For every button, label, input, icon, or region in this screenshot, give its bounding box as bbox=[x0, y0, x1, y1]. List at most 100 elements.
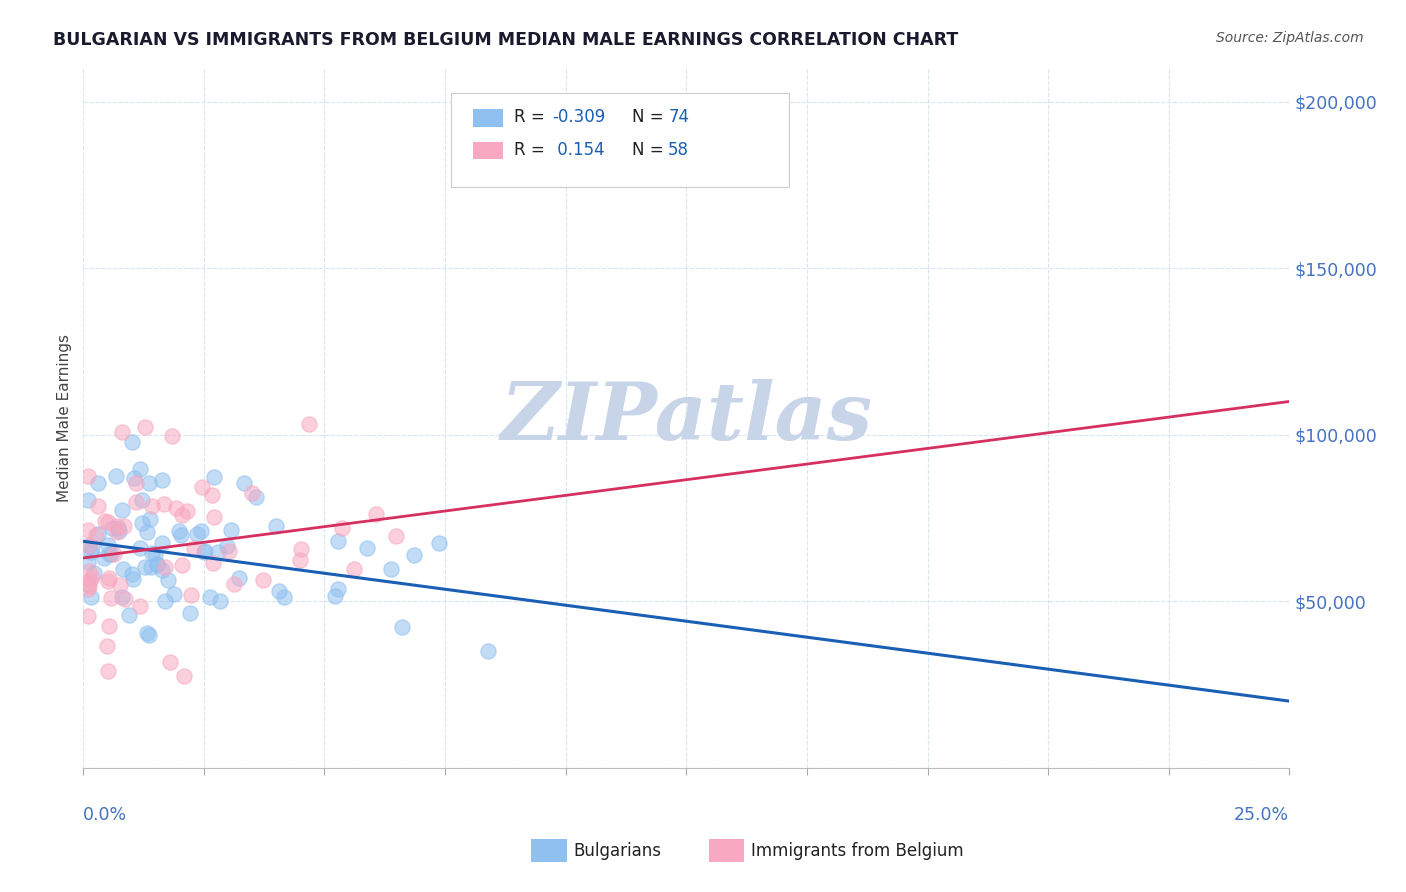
Point bbox=[97, 665, 120, 679]
Point bbox=[77, 582, 100, 596]
Point bbox=[228, 571, 250, 585]
Point bbox=[159, 655, 181, 669]
Text: BULGARIAN VS IMMIGRANTS FROM BELGIUM MEDIAN MALE EARNINGS CORRELATION CHART: BULGARIAN VS IMMIGRANTS FROM BELGIUM MED… bbox=[53, 31, 959, 49]
Point bbox=[112, 561, 135, 575]
Point bbox=[97, 618, 120, 632]
Point bbox=[190, 524, 212, 539]
Point bbox=[138, 628, 160, 642]
Point bbox=[97, 515, 120, 529]
Point bbox=[202, 510, 225, 524]
Point bbox=[155, 594, 177, 608]
Point bbox=[77, 555, 100, 569]
Point bbox=[172, 508, 194, 522]
Point bbox=[93, 514, 115, 528]
Point bbox=[224, 577, 246, 591]
Point bbox=[219, 523, 242, 537]
Point bbox=[87, 475, 110, 490]
Text: -0.309: -0.309 bbox=[553, 109, 606, 127]
Point bbox=[139, 560, 162, 574]
Point bbox=[121, 435, 143, 450]
Point bbox=[356, 541, 378, 556]
Point bbox=[290, 541, 312, 556]
Point bbox=[77, 564, 100, 578]
Point bbox=[323, 589, 346, 603]
Point bbox=[77, 493, 100, 508]
Point bbox=[201, 488, 224, 502]
Point bbox=[193, 545, 215, 559]
Point bbox=[77, 523, 100, 537]
Text: 58: 58 bbox=[668, 141, 689, 160]
Point bbox=[108, 524, 131, 538]
Point bbox=[218, 544, 240, 558]
Point bbox=[252, 573, 274, 587]
Point bbox=[86, 500, 108, 514]
Point bbox=[150, 563, 173, 577]
Point bbox=[138, 476, 160, 491]
Point bbox=[343, 562, 366, 576]
Point bbox=[391, 619, 413, 633]
Point bbox=[298, 417, 321, 431]
Point bbox=[477, 643, 499, 657]
Point bbox=[136, 625, 159, 640]
Point bbox=[240, 486, 263, 500]
Text: ZIPatlas: ZIPatlas bbox=[501, 379, 872, 457]
Point bbox=[129, 599, 152, 614]
Point bbox=[121, 567, 143, 582]
Text: Bulgarians: Bulgarians bbox=[574, 842, 662, 860]
Point bbox=[172, 558, 194, 572]
Point bbox=[180, 588, 202, 602]
Point bbox=[267, 584, 290, 599]
Point bbox=[290, 553, 312, 567]
Point bbox=[83, 566, 105, 580]
Point bbox=[153, 559, 176, 574]
FancyBboxPatch shape bbox=[472, 109, 503, 127]
Point bbox=[105, 518, 128, 533]
Point bbox=[170, 528, 193, 542]
Point bbox=[93, 550, 115, 565]
Point bbox=[129, 541, 152, 555]
Point bbox=[100, 591, 122, 605]
Point bbox=[366, 507, 388, 521]
Point bbox=[110, 578, 132, 592]
Point bbox=[100, 521, 122, 535]
Point bbox=[215, 539, 238, 553]
Point bbox=[141, 499, 163, 513]
Point bbox=[427, 536, 450, 550]
Point bbox=[186, 526, 208, 541]
Point bbox=[107, 521, 129, 535]
Point bbox=[233, 476, 256, 491]
Point bbox=[111, 590, 134, 604]
Point bbox=[77, 539, 100, 553]
Point bbox=[98, 571, 121, 585]
FancyBboxPatch shape bbox=[472, 142, 503, 160]
Text: N =: N = bbox=[633, 109, 669, 127]
Point bbox=[202, 556, 225, 570]
Text: 25.0%: 25.0% bbox=[1234, 806, 1289, 824]
Point bbox=[103, 547, 125, 561]
Point bbox=[176, 504, 198, 518]
Point bbox=[153, 497, 176, 511]
Point bbox=[77, 579, 100, 593]
Point bbox=[266, 519, 288, 533]
FancyBboxPatch shape bbox=[451, 93, 789, 187]
Point bbox=[80, 591, 103, 605]
Text: 0.0%: 0.0% bbox=[83, 806, 128, 824]
Point bbox=[146, 558, 169, 572]
Point bbox=[79, 545, 101, 559]
Point bbox=[150, 474, 173, 488]
Point bbox=[194, 544, 217, 558]
Point bbox=[79, 538, 101, 552]
Point bbox=[97, 547, 120, 561]
Point bbox=[150, 536, 173, 550]
Point bbox=[183, 541, 205, 556]
Point bbox=[162, 428, 184, 442]
Point bbox=[136, 524, 159, 539]
Point bbox=[100, 547, 122, 561]
Point bbox=[384, 529, 406, 543]
Point bbox=[131, 516, 153, 530]
Point bbox=[139, 511, 162, 525]
Point bbox=[330, 521, 353, 535]
Point bbox=[77, 576, 100, 591]
Text: 0.154: 0.154 bbox=[553, 141, 605, 160]
Point bbox=[82, 570, 104, 584]
